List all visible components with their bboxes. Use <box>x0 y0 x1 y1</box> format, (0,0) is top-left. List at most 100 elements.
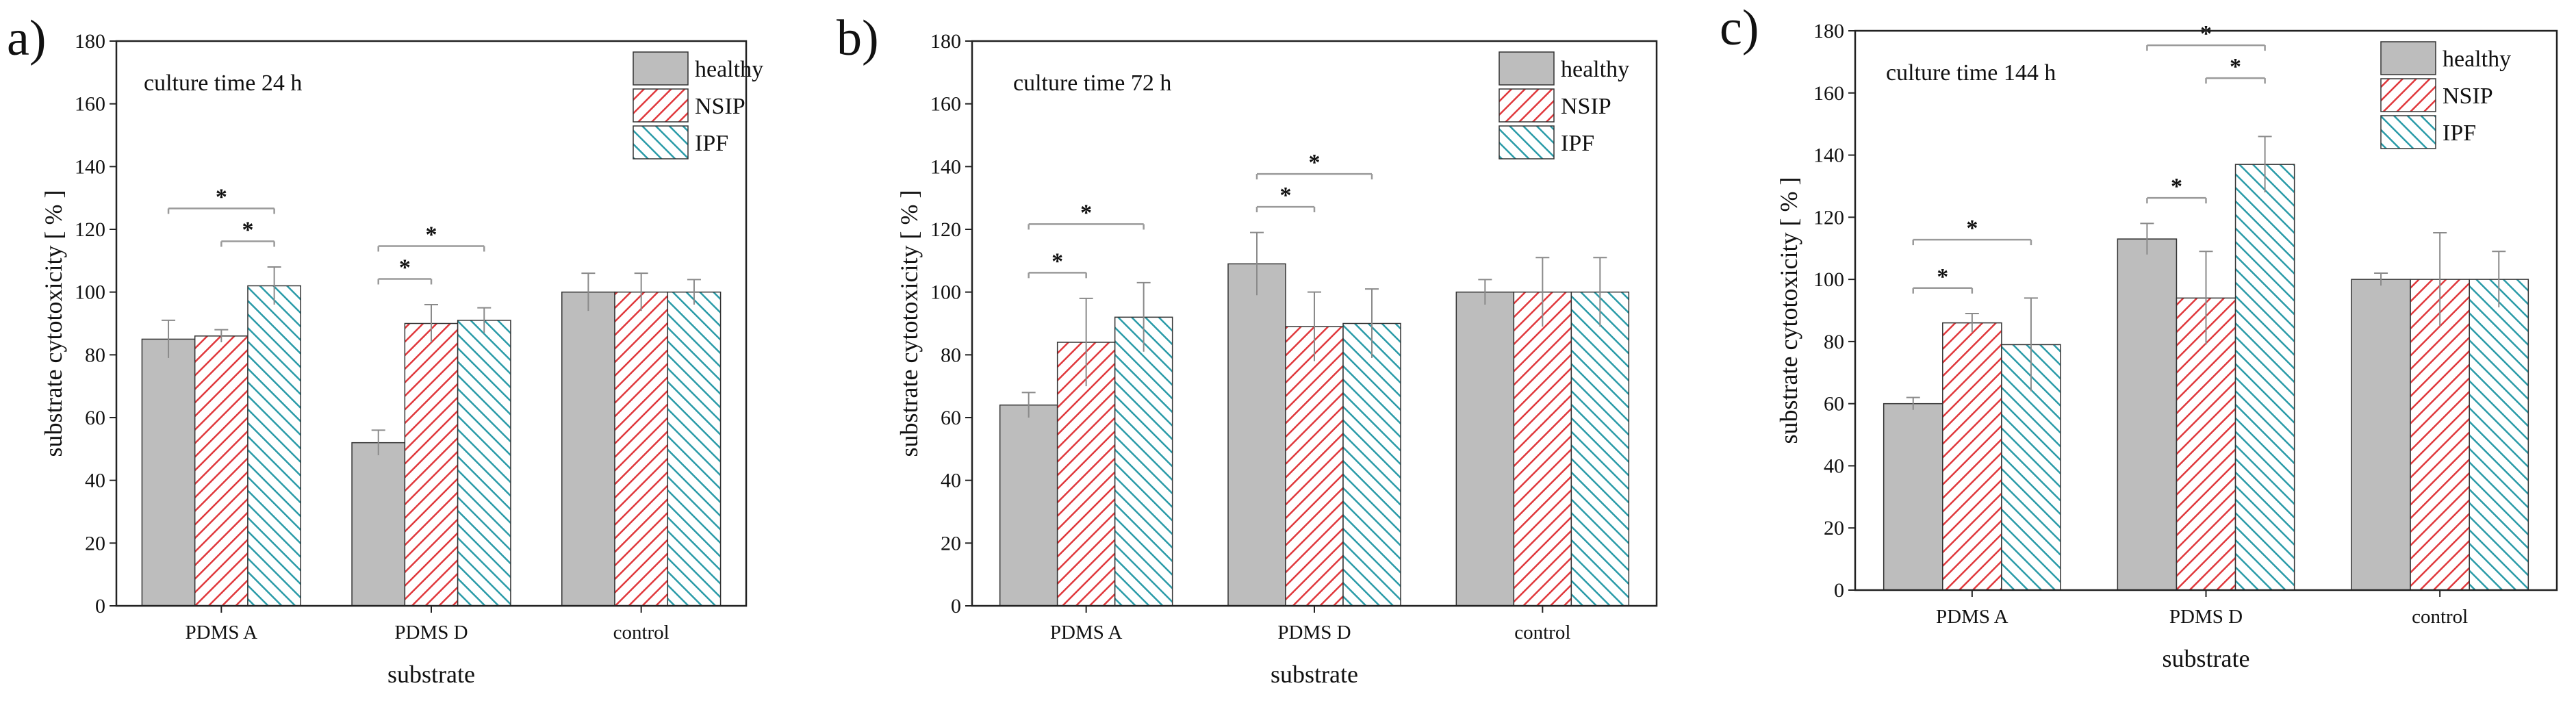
significance-star: * <box>426 222 437 248</box>
bar-ipf-2 <box>667 291 722 607</box>
x-axis-title: substrate <box>387 661 475 688</box>
bar-healthy-1 <box>2117 238 2178 591</box>
bar-ipf-2 <box>2469 279 2529 591</box>
y-tick-label: 40 <box>941 470 961 492</box>
legend-label-ipf: IPF <box>2443 120 2476 146</box>
significance-star: * <box>1937 264 1948 290</box>
y-tick-label: 120 <box>1813 206 1844 229</box>
y-tick-label: 180 <box>930 30 961 53</box>
category-label: PDMS A <box>1936 606 2008 628</box>
significance-star: * <box>2230 54 2241 79</box>
panel-label: c) <box>1720 0 1759 56</box>
chart-panel-a: a) 0 20 40 60 80 100 120 140 160 180 * * * * PDMS A PDMS… <box>7 10 763 688</box>
bar-healthy-2 <box>2351 279 2411 591</box>
significance-star: * <box>2171 174 2182 199</box>
bar-healthy-0 <box>1883 403 1943 591</box>
legend-label-nsip: NSIP <box>1561 94 1611 119</box>
y-tick-label: 80 <box>941 344 961 366</box>
y-tick-label: 0 <box>95 595 105 617</box>
category-label: PDMS D <box>394 622 468 643</box>
bar-ipf-0 <box>1114 316 1173 607</box>
legend-swatch-healthy <box>1499 51 1555 86</box>
y-tick-label: 100 <box>930 281 961 304</box>
legend-swatch-nsip <box>633 88 689 123</box>
category-label: control <box>1514 622 1570 643</box>
y-tick-label: 20 <box>85 532 105 555</box>
x-axis-title: substrate <box>2163 645 2250 672</box>
bar-nsip-1 <box>2176 297 2236 591</box>
y-tick-label: 60 <box>85 407 105 429</box>
y-tick-label: 140 <box>1813 144 1844 167</box>
significance-star: * <box>399 255 411 281</box>
y-tick-label: 100 <box>75 281 105 304</box>
y-tick-label: 60 <box>1824 393 1844 416</box>
y-tick-label: 100 <box>1813 268 1844 291</box>
bar-nsip-2 <box>1513 291 1572 607</box>
bar-nsip-1 <box>1285 326 1344 607</box>
legend-label-nsip: NSIP <box>695 94 745 119</box>
category-label: PDMS A <box>1050 622 1123 643</box>
bar-healthy-2 <box>1455 291 1515 607</box>
y-axis-title: substrate cytotoxicity [ % ] <box>40 190 67 457</box>
y-tick-label: 60 <box>941 407 961 429</box>
chart-title: culture time 144 h <box>1886 60 2056 86</box>
legend-swatch-nsip <box>2380 78 2436 112</box>
legend-swatch-healthy <box>2380 41 2436 75</box>
y-tick-label: 120 <box>930 218 961 241</box>
significance-star: * <box>216 185 227 210</box>
y-tick-label: 120 <box>75 218 105 241</box>
bar-nsip-2 <box>614 291 669 607</box>
category-label: control <box>2412 606 2468 628</box>
bar-ipf-1 <box>2234 164 2295 591</box>
category-label: PDMS A <box>186 622 258 643</box>
legend-swatch-ipf <box>1499 125 1555 160</box>
legend-label-healthy: healthy <box>2443 47 2511 72</box>
y-axis-title: substrate cytotoxicity [ % ] <box>895 190 923 457</box>
bar-healthy-1 <box>1227 263 1286 607</box>
legend-label-ipf: IPF <box>1561 131 1594 156</box>
y-tick-label: 20 <box>941 532 961 555</box>
y-tick-label: 140 <box>930 155 961 178</box>
y-tick-label: 20 <box>1824 517 1844 539</box>
y-tick-label: 160 <box>75 93 105 116</box>
legend-swatch-healthy <box>633 51 689 86</box>
y-tick-label: 160 <box>1813 82 1844 105</box>
legend-label-ipf: IPF <box>695 131 728 156</box>
y-tick-label: 80 <box>1824 331 1844 353</box>
legend-swatch-ipf <box>2380 115 2436 149</box>
significance-star: * <box>1966 216 1978 241</box>
bar-nsip-2 <box>2410 279 2470 591</box>
chart-panel-c: c) 0 20 40 60 80 100 120 140 160 180 * * * * * PDMS A PDM… <box>1720 0 2558 672</box>
bar-healthy-2 <box>561 291 615 607</box>
y-tick-label: 80 <box>85 344 105 366</box>
chart-panel-b: b) 0 20 40 60 80 100 120 140 160 180 * * * * PDMS A PDMS… <box>837 10 1658 688</box>
y-tick-label: 0 <box>951 595 961 617</box>
y-tick-label: 40 <box>1824 455 1844 477</box>
significance-star: * <box>1080 200 1092 225</box>
bar-ipf-2 <box>1570 291 1630 607</box>
y-tick-label: 180 <box>1813 20 1844 42</box>
bar-ipf-0 <box>247 285 302 607</box>
significance-star: * <box>1051 248 1063 274</box>
bar-nsip-0 <box>1942 322 2002 591</box>
x-axis-title: substrate <box>1271 661 1358 688</box>
legend-swatch-nsip <box>1499 88 1555 123</box>
bar-nsip-0 <box>194 335 248 607</box>
legend-label-healthy: healthy <box>695 57 763 82</box>
y-tick-label: 180 <box>75 30 105 53</box>
y-tick-label: 0 <box>1834 579 1844 602</box>
bar-healthy-0 <box>141 338 196 607</box>
y-tick-label: 160 <box>930 93 961 116</box>
significance-star: * <box>242 218 253 243</box>
significance-star: * <box>1280 183 1292 208</box>
y-tick-label: 140 <box>75 155 105 178</box>
category-label: PDMS D <box>1277 622 1351 643</box>
panel-label: b) <box>837 10 879 66</box>
significance-star: * <box>2200 21 2212 47</box>
bar-healthy-0 <box>999 404 1058 607</box>
bar-healthy-1 <box>351 442 406 607</box>
category-label: control <box>613 622 669 643</box>
legend-label-nsip: NSIP <box>2443 84 2493 109</box>
y-axis-title: substrate cytotoxicity [ % ] <box>1775 177 1802 444</box>
